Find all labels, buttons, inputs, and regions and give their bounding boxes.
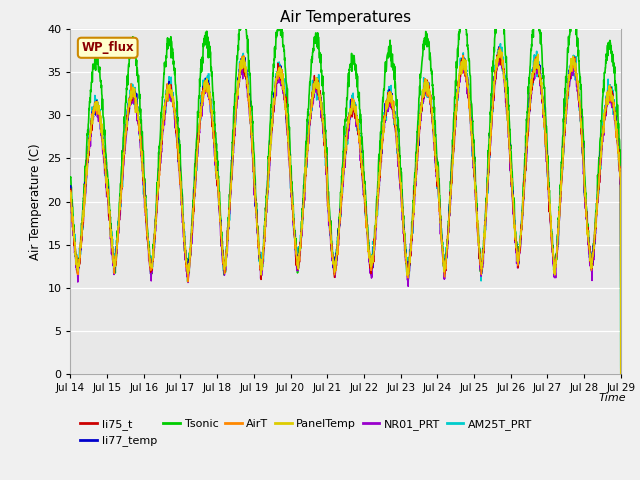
Title: Air Temperatures: Air Temperatures [280, 10, 411, 25]
Text: WP_flux: WP_flux [81, 41, 134, 54]
Y-axis label: Air Temperature (C): Air Temperature (C) [29, 144, 42, 260]
Text: Time: Time [598, 394, 627, 403]
Legend: li75_t, li77_temp, Tsonic, AirT, PanelTemp, NR01_PRT, AM25T_PRT: li75_t, li77_temp, Tsonic, AirT, PanelTe… [76, 415, 536, 451]
